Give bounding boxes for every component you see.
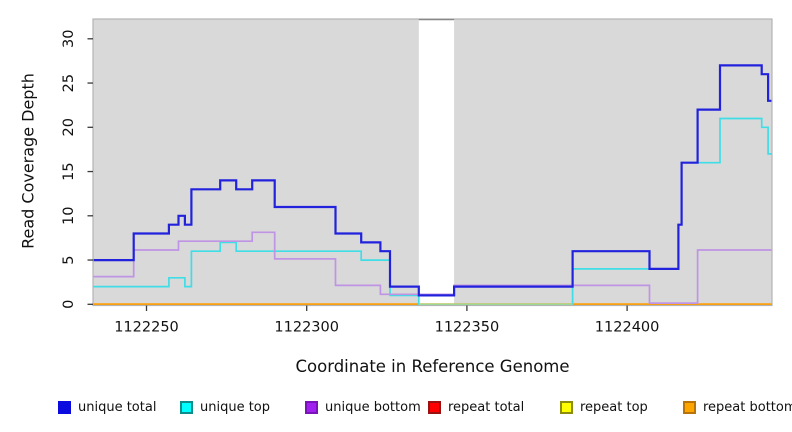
y-axis-title: Read Coverage Depth [18,73,38,249]
y-tick-label: 20 [61,118,77,136]
legend-item-unique-top: unique top [180,396,270,418]
repeat-top-swatch-icon [560,400,573,414]
legend-label: unique total [78,399,157,415]
x-axis-title: Coordinate in Reference Genome [295,357,570,376]
x-tick-label: 1122300 [274,320,339,336]
series-unique-bottom [93,231,772,304]
legend-item-repeat-top: repeat top [560,396,648,418]
y-tick-label: 15 [61,162,77,180]
legend-item-repeat-total: repeat total [428,396,524,418]
y-tick-label: 30 [61,30,77,48]
unique-total-swatch-icon [58,400,71,414]
y-tick-label: 10 [61,207,77,225]
legend-label: repeat top [580,399,648,415]
legend-item-unique-total: unique total [58,396,156,418]
ticks [87,38,628,311]
series-unique-top [93,117,772,306]
legend-label: repeat total [448,399,525,415]
legend-item-repeat-bottom: repeat bottom [683,396,792,418]
legend-item-unique-bottom: unique bottom [305,396,421,418]
legend-label: unique top [200,399,271,415]
y-tick-label: 5 [61,255,77,264]
repeat-total-swatch-icon [428,400,441,414]
x-tick-label: 1122250 [114,320,179,336]
series-unique-total [93,64,772,297]
legend-label: unique bottom [325,399,421,415]
x-tick-label: 1122350 [435,320,500,336]
series-layer [93,64,772,306]
unique-bottom-swatch-icon [305,400,318,414]
repeat-bottom-swatch-icon [683,400,696,414]
y-tick-label: 0 [61,300,77,309]
x-tick-label: 1122400 [595,320,660,336]
legend: unique total unique top unique bottom re… [0,396,792,420]
mask-band [418,19,455,306]
y-tick-label: 25 [61,74,77,92]
legend-label: repeat bottom [703,399,792,415]
unique-top-swatch-icon [180,400,193,414]
